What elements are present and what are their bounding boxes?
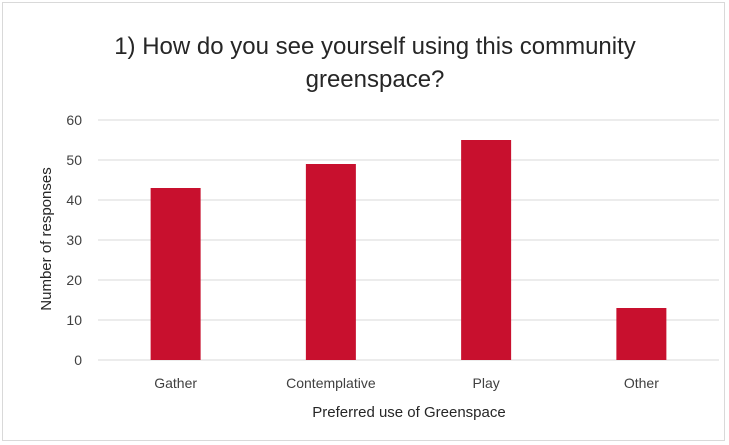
x-tick-label-other: Other: [624, 375, 659, 391]
bar-contemplative: [305, 164, 356, 360]
y-tick-label: 30: [66, 232, 82, 248]
x-tick-labels: Gather Contemplative Play Other: [154, 375, 659, 391]
x-tick-label-contemplative: Contemplative: [286, 375, 376, 391]
bars: [150, 140, 667, 360]
x-tick-label-play: Play: [473, 375, 500, 391]
y-axis-title: Number of responses: [38, 167, 55, 310]
gridlines: [98, 119, 719, 361]
y-tick-label: 40: [66, 192, 82, 208]
y-tick-label: 50: [66, 152, 82, 168]
y-tick-label: 10: [66, 312, 82, 328]
y-tick-labels: 0 10 20 30 40 50 60: [66, 112, 82, 368]
y-tick-label: 20: [66, 272, 82, 288]
chart-frame: [2, 2, 725, 441]
chart-title-line-1: 1) How do you see yourself using this co…: [114, 33, 636, 60]
chart-title-line-2: greenspace?: [306, 66, 445, 93]
x-tick-label-gather: Gather: [154, 375, 197, 391]
x-axis-title: Preferred use of Greenspace: [312, 404, 505, 421]
y-tick-label: 0: [74, 352, 82, 368]
bar-gather: [150, 188, 201, 360]
bar-play: [461, 140, 512, 360]
bar-other: [616, 308, 667, 360]
y-tick-label: 60: [66, 112, 82, 128]
